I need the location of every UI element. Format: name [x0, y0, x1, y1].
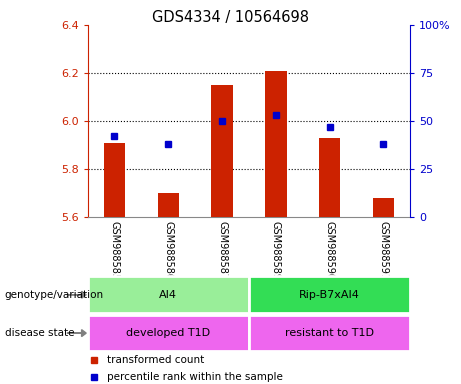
Bar — [104, 142, 125, 217]
Bar — [372, 198, 394, 217]
Text: GSM988591: GSM988591 — [378, 220, 389, 280]
Bar — [249, 315, 410, 351]
Text: GSM988585: GSM988585 — [109, 220, 119, 280]
Text: disease state: disease state — [5, 328, 74, 338]
Text: AI4: AI4 — [159, 290, 177, 300]
Text: GSM988587: GSM988587 — [217, 220, 227, 280]
Bar — [88, 276, 249, 313]
Text: resistant to T1D: resistant to T1D — [285, 328, 374, 338]
Bar — [211, 85, 233, 217]
Text: Rip-B7xAI4: Rip-B7xAI4 — [299, 290, 360, 300]
Text: genotype/variation: genotype/variation — [5, 290, 104, 300]
Text: transformed count: transformed count — [107, 354, 204, 364]
Bar — [158, 193, 179, 217]
Bar — [319, 138, 340, 217]
Text: GSM988586: GSM988586 — [163, 220, 173, 280]
Bar — [88, 315, 249, 351]
Bar — [249, 276, 410, 313]
Text: GSM988590: GSM988590 — [325, 220, 335, 280]
Text: GDS4334 / 10564698: GDS4334 / 10564698 — [152, 10, 309, 25]
Bar — [265, 71, 287, 217]
Text: GSM988589: GSM988589 — [271, 220, 281, 280]
Text: percentile rank within the sample: percentile rank within the sample — [107, 372, 283, 382]
Text: developed T1D: developed T1D — [126, 328, 210, 338]
